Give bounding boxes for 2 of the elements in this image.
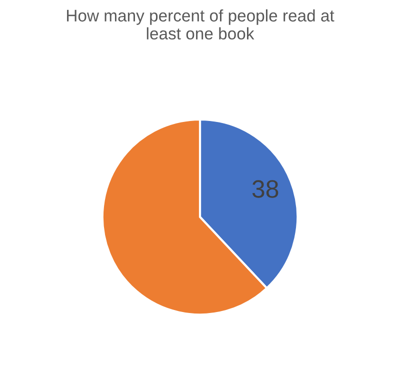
data-label: 38 bbox=[252, 180, 278, 198]
chart-title: How many percent of people read at least one book bbox=[67, 9, 334, 40]
